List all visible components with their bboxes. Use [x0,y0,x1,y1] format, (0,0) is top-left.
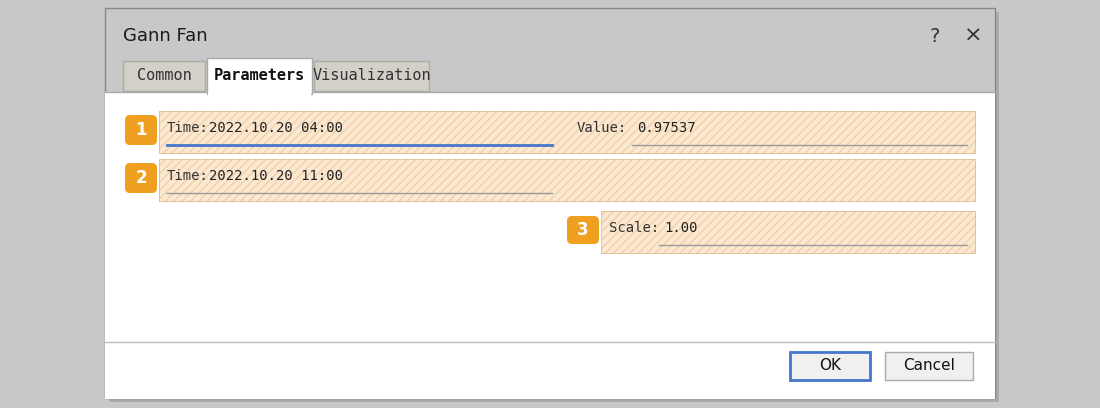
Bar [314,61,429,91]
FancyBboxPatch shape [125,163,157,193]
Bar [208,93,311,96]
Text: 2: 2 [135,169,146,187]
Text: Value:: Value: [578,121,627,135]
Bar [601,211,975,253]
Bar [886,352,974,380]
Text: Time:: Time: [167,169,209,183]
Text: 1: 1 [135,121,146,139]
Bar [207,58,312,94]
Text: 1.00: 1.00 [664,221,697,235]
Text: Scale:: Scale: [609,221,659,235]
FancyBboxPatch shape [566,216,600,244]
Text: Cancel: Cancel [903,359,955,373]
Bar [160,159,975,201]
Bar [160,111,975,153]
Bar [104,8,996,398]
Text: Gann Fan: Gann Fan [123,27,208,45]
Text: Parameters: Parameters [213,67,305,82]
Bar [104,93,996,399]
Bar [160,111,975,153]
FancyBboxPatch shape [125,115,157,145]
Bar [601,211,975,253]
Bar [160,159,975,201]
Text: Time:: Time: [167,121,209,135]
Text: 0.97537: 0.97537 [637,121,695,135]
Text: ?: ? [930,27,940,46]
Text: Visualization: Visualization [312,69,431,84]
Text: 2022.10.20 04:00: 2022.10.20 04:00 [209,121,343,135]
Bar [109,12,999,402]
Bar [123,61,205,91]
Text: 2022.10.20 11:00: 2022.10.20 11:00 [209,169,343,183]
Text: Common: Common [136,69,191,84]
Text: OK: OK [820,359,842,373]
Bar [790,352,870,380]
Text: ×: × [964,26,982,46]
Text: 3: 3 [578,221,588,239]
